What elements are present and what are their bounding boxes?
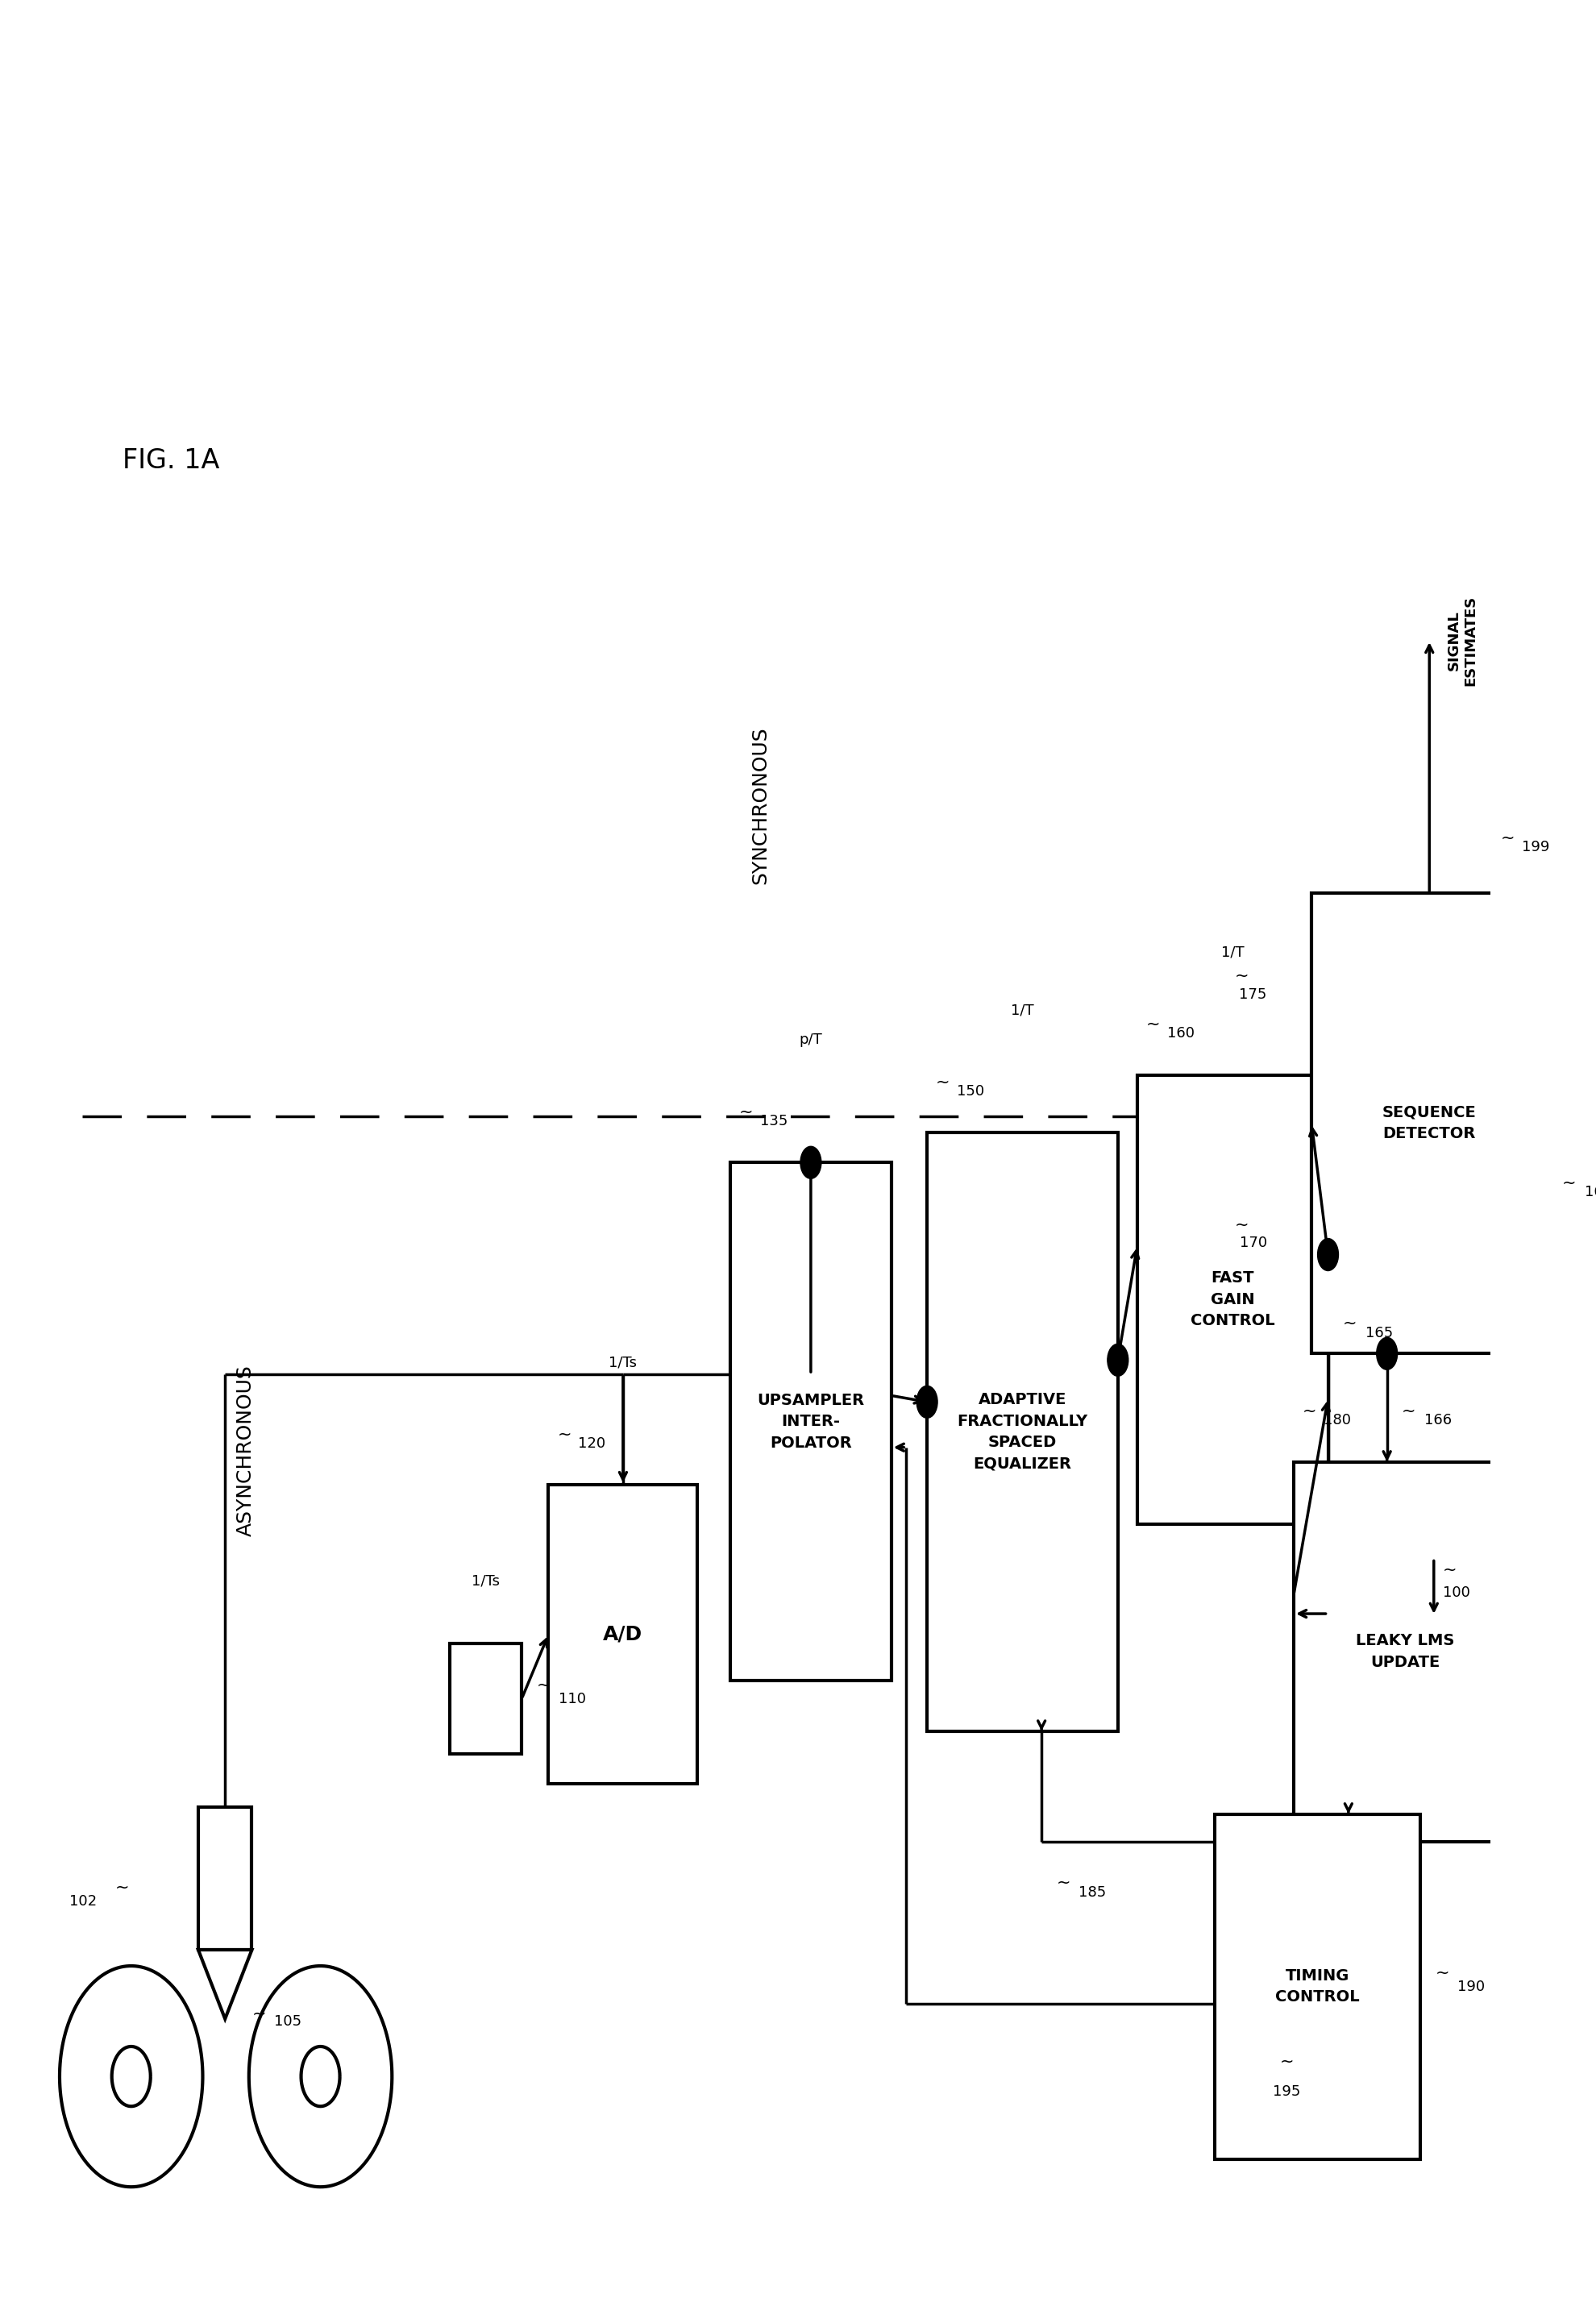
Text: ~: ~ bbox=[1280, 2053, 1294, 2069]
Text: 195: 195 bbox=[1274, 2083, 1301, 2099]
Text: FAST
GAIN
CONTROL: FAST GAIN CONTROL bbox=[1191, 1271, 1275, 1328]
Text: 1/Ts: 1/Ts bbox=[472, 1575, 500, 1588]
Text: 102: 102 bbox=[69, 1895, 97, 1908]
Text: ~: ~ bbox=[935, 1073, 950, 1091]
Bar bbox=[1312, 893, 1547, 1354]
Text: ~: ~ bbox=[1235, 967, 1250, 985]
Text: ADAPTIVE
FRACTIONALLY
SPACED
EQUALIZER: ADAPTIVE FRACTIONALLY SPACED EQUALIZER bbox=[958, 1393, 1088, 1471]
Text: ~: ~ bbox=[1235, 1215, 1250, 1234]
Text: 199: 199 bbox=[1521, 840, 1550, 854]
Text: 170: 170 bbox=[1240, 1236, 1267, 1250]
Text: ~: ~ bbox=[1342, 1314, 1357, 1333]
Bar bbox=[1138, 1075, 1328, 1524]
Text: FIG. 1A: FIG. 1A bbox=[123, 447, 220, 474]
Text: 110: 110 bbox=[559, 1692, 586, 1706]
Text: A/D: A/D bbox=[603, 1625, 643, 1644]
Text: ~: ~ bbox=[739, 1103, 753, 1121]
Text: 185: 185 bbox=[1079, 1885, 1106, 1899]
Text: SEQUENCE
DETECTOR: SEQUENCE DETECTOR bbox=[1382, 1105, 1476, 1142]
Text: ~: ~ bbox=[252, 2005, 267, 2023]
Text: 166: 166 bbox=[1424, 1413, 1452, 1427]
Text: ~: ~ bbox=[1057, 1874, 1071, 1892]
Text: 160: 160 bbox=[1167, 1027, 1194, 1041]
Bar bbox=[549, 1485, 697, 1784]
Text: ~: ~ bbox=[1401, 1402, 1416, 1420]
Text: ~: ~ bbox=[115, 1878, 129, 1897]
Bar bbox=[198, 1807, 252, 1950]
Text: 167: 167 bbox=[1585, 1186, 1596, 1199]
Text: 100: 100 bbox=[1443, 1586, 1470, 1600]
Text: 105: 105 bbox=[275, 2014, 302, 2028]
Bar bbox=[927, 1133, 1117, 1731]
Text: ~: ~ bbox=[536, 1676, 551, 1694]
Bar bbox=[1294, 1462, 1518, 1842]
Text: 165: 165 bbox=[1365, 1326, 1393, 1340]
Circle shape bbox=[1108, 1344, 1128, 1377]
Text: 150: 150 bbox=[958, 1084, 985, 1098]
Circle shape bbox=[916, 1386, 937, 1418]
Text: 175: 175 bbox=[1238, 988, 1267, 1001]
Text: 135: 135 bbox=[760, 1114, 788, 1128]
Circle shape bbox=[1318, 1238, 1339, 1271]
Text: ~: ~ bbox=[557, 1425, 571, 1443]
Text: ~: ~ bbox=[1146, 1015, 1160, 1034]
Circle shape bbox=[1376, 1337, 1398, 1370]
Text: ~: ~ bbox=[1562, 1174, 1577, 1192]
Text: 1/T: 1/T bbox=[1010, 1004, 1034, 1017]
Text: TIMING
CONTROL: TIMING CONTROL bbox=[1275, 1968, 1360, 2005]
Text: ~: ~ bbox=[1302, 1402, 1317, 1420]
Text: p/T: p/T bbox=[800, 1034, 822, 1047]
Text: 1/Ts: 1/Ts bbox=[610, 1356, 637, 1370]
Text: 120: 120 bbox=[578, 1436, 606, 1450]
Polygon shape bbox=[198, 1950, 252, 2019]
Text: LEAKY LMS
UPDATE: LEAKY LMS UPDATE bbox=[1357, 1634, 1456, 1669]
Bar bbox=[731, 1163, 891, 1680]
Bar bbox=[450, 1644, 522, 1754]
Text: ~: ~ bbox=[1443, 1561, 1457, 1579]
Text: ~: ~ bbox=[1500, 829, 1515, 847]
Text: SYNCHRONOUS: SYNCHRONOUS bbox=[750, 727, 769, 884]
Text: 1/T: 1/T bbox=[1221, 946, 1245, 960]
Text: ASYNCHRONOUS: ASYNCHRONOUS bbox=[236, 1365, 255, 1535]
Circle shape bbox=[800, 1146, 822, 1179]
Text: 190: 190 bbox=[1457, 1980, 1486, 1994]
Text: SIGNAL
ESTIMATES: SIGNAL ESTIMATES bbox=[1446, 596, 1478, 686]
Text: 180: 180 bbox=[1323, 1413, 1350, 1427]
Bar bbox=[1215, 1814, 1420, 2159]
Text: UPSAMPLER
INTER-
POLATOR: UPSAMPLER INTER- POLATOR bbox=[757, 1393, 865, 1450]
Text: ~: ~ bbox=[1435, 1964, 1449, 1982]
